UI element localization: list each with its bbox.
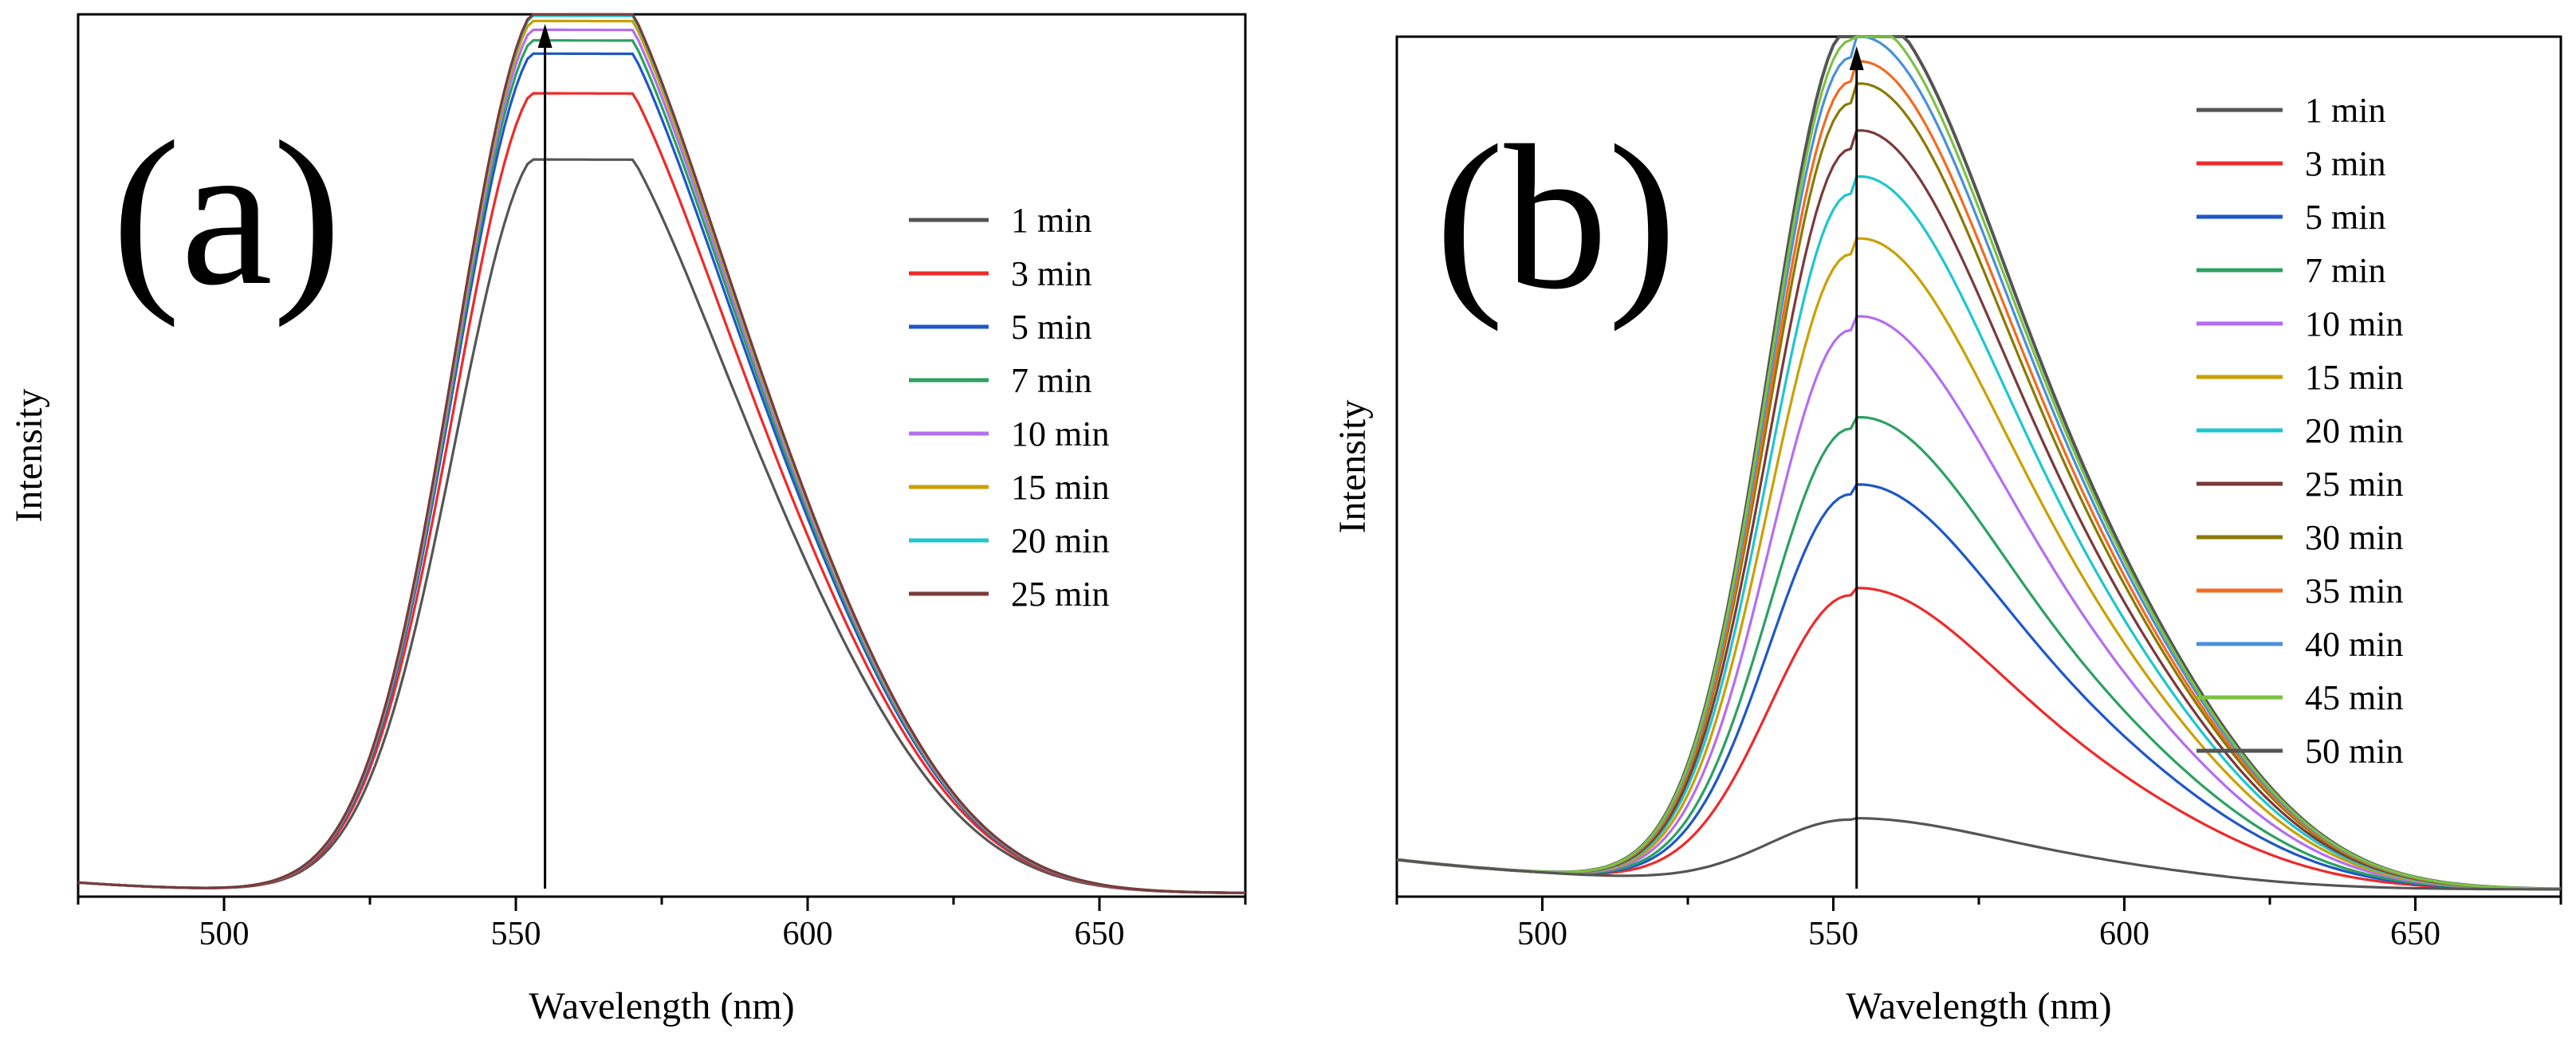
x-tick-label: 600 xyxy=(783,916,833,952)
panel-label: (a) xyxy=(112,99,342,328)
legend-label: 40 min xyxy=(2305,625,2403,664)
series-line-50-min xyxy=(1396,816,2561,891)
legend-label: 7 min xyxy=(2305,251,2385,290)
legend-label: 25 min xyxy=(1011,575,1109,614)
x-tick-label: 550 xyxy=(491,916,541,952)
legend-label: 25 min xyxy=(2305,465,2403,504)
x-tick-label: 600 xyxy=(2099,916,2149,952)
legend-label: 20 min xyxy=(2305,411,2403,450)
legend-label: 1 min xyxy=(2305,91,2385,130)
x-tick-label: 550 xyxy=(1808,916,1858,952)
legend-label: 7 min xyxy=(1011,361,1091,400)
increase-arrow-head xyxy=(1849,46,1864,70)
legend-label: 45 min xyxy=(2305,678,2403,717)
legend-label: 15 min xyxy=(2305,358,2403,397)
legend-label: 5 min xyxy=(2305,198,2385,237)
panel-label: (b) xyxy=(1435,103,1677,332)
panel-b: 500 550 600 650 Wavelength (nm) Intensity (b) 1… xyxy=(1331,35,2562,1027)
legend-label: 5 min xyxy=(1011,308,1091,347)
legend-label: 3 min xyxy=(2305,144,2385,183)
x-tick-label: 500 xyxy=(1517,916,1567,952)
legend-label: 50 min xyxy=(2305,732,2403,771)
increase-arrow-head xyxy=(537,24,553,48)
x-tick-label: 650 xyxy=(2390,916,2440,952)
x-tick-label: 500 xyxy=(199,916,250,952)
legend-label: 20 min xyxy=(1011,521,1109,560)
series-line-25-min xyxy=(77,13,1246,894)
legend-label: 3 min xyxy=(1011,254,1091,293)
y-axis-label: Intensity xyxy=(8,389,50,523)
x-axis-label: Wavelength (nm) xyxy=(529,985,794,1027)
legend-label: 30 min xyxy=(2305,518,2403,557)
legend-label: 15 min xyxy=(1011,468,1109,507)
panel-a: 500 550 600 650 Wavelength (nm) Intensity (a) 1… xyxy=(8,13,1247,1027)
x-tick-label: 650 xyxy=(1075,916,1125,952)
series-line-45-min xyxy=(1396,35,2562,890)
legend-label: 10 min xyxy=(1011,414,1109,453)
legend-label: 1 min xyxy=(1011,201,1091,240)
x-axis-label: Wavelength (nm) xyxy=(1846,985,2111,1027)
legend-label: 35 min xyxy=(2305,571,2403,611)
y-axis-label: Intensity xyxy=(1331,400,1374,534)
legend-label: 10 min xyxy=(2305,304,2403,344)
